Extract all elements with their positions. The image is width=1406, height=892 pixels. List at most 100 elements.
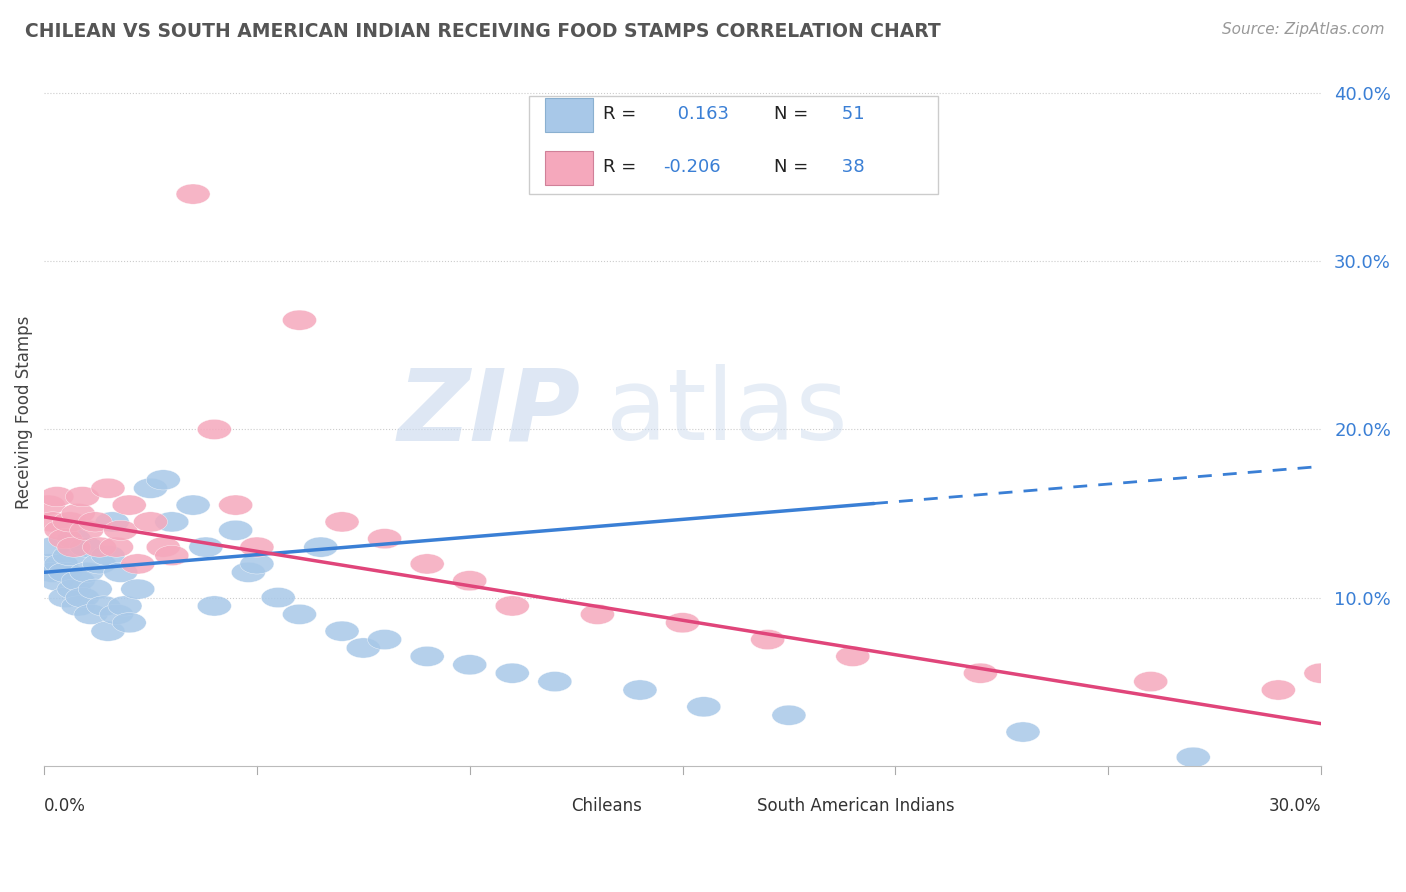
Ellipse shape (96, 512, 129, 532)
Ellipse shape (66, 588, 100, 607)
Ellipse shape (91, 545, 125, 566)
FancyBboxPatch shape (529, 794, 565, 819)
Text: ZIP: ZIP (398, 364, 581, 461)
Ellipse shape (963, 663, 997, 683)
Ellipse shape (48, 529, 83, 549)
Ellipse shape (60, 571, 96, 591)
Ellipse shape (346, 638, 381, 658)
Ellipse shape (100, 604, 134, 624)
Ellipse shape (1261, 680, 1295, 700)
Ellipse shape (112, 495, 146, 516)
Ellipse shape (218, 495, 253, 516)
Ellipse shape (411, 647, 444, 666)
Ellipse shape (48, 588, 83, 607)
Ellipse shape (70, 520, 104, 541)
Ellipse shape (100, 537, 134, 558)
Ellipse shape (56, 579, 91, 599)
Text: -0.206: -0.206 (664, 159, 721, 177)
Ellipse shape (31, 554, 66, 574)
Ellipse shape (91, 621, 125, 641)
Ellipse shape (48, 562, 83, 582)
Ellipse shape (411, 554, 444, 574)
FancyBboxPatch shape (544, 151, 593, 185)
Ellipse shape (104, 562, 138, 582)
Ellipse shape (232, 562, 266, 582)
Ellipse shape (367, 630, 402, 649)
Ellipse shape (35, 512, 70, 532)
Ellipse shape (52, 545, 87, 566)
Ellipse shape (188, 537, 224, 558)
Ellipse shape (134, 478, 167, 499)
Ellipse shape (835, 647, 870, 666)
Ellipse shape (218, 520, 253, 541)
Text: R =: R = (603, 159, 637, 177)
Ellipse shape (495, 663, 529, 683)
Ellipse shape (70, 562, 104, 582)
Ellipse shape (44, 520, 79, 541)
Ellipse shape (325, 512, 359, 532)
Text: R =: R = (603, 105, 637, 123)
Ellipse shape (665, 613, 700, 632)
Ellipse shape (623, 680, 657, 700)
Ellipse shape (367, 529, 402, 549)
Text: South American Indians: South American Indians (756, 797, 955, 815)
Ellipse shape (52, 512, 87, 532)
Ellipse shape (70, 537, 104, 558)
Text: 51: 51 (835, 105, 865, 123)
Ellipse shape (66, 487, 100, 507)
Text: 30.0%: 30.0% (1268, 797, 1320, 815)
Ellipse shape (56, 529, 91, 549)
Ellipse shape (155, 545, 188, 566)
Ellipse shape (134, 512, 167, 532)
Ellipse shape (87, 596, 121, 616)
Text: CHILEAN VS SOUTH AMERICAN INDIAN RECEIVING FOOD STAMPS CORRELATION CHART: CHILEAN VS SOUTH AMERICAN INDIAN RECEIVI… (25, 22, 941, 41)
Ellipse shape (35, 537, 70, 558)
Text: 38: 38 (835, 159, 865, 177)
Ellipse shape (83, 554, 117, 574)
Text: Chileans: Chileans (571, 797, 643, 815)
Ellipse shape (1133, 672, 1168, 691)
Ellipse shape (31, 495, 66, 516)
Ellipse shape (304, 537, 337, 558)
Ellipse shape (60, 503, 96, 524)
Ellipse shape (44, 554, 79, 574)
Ellipse shape (121, 554, 155, 574)
Text: 0.0%: 0.0% (44, 797, 86, 815)
Ellipse shape (108, 596, 142, 616)
Y-axis label: Receiving Food Stamps: Receiving Food Stamps (15, 316, 32, 509)
Ellipse shape (121, 579, 155, 599)
Ellipse shape (538, 672, 572, 691)
Ellipse shape (772, 706, 806, 725)
Ellipse shape (155, 512, 188, 532)
Ellipse shape (453, 655, 486, 675)
Ellipse shape (56, 537, 91, 558)
Ellipse shape (176, 184, 209, 204)
FancyBboxPatch shape (714, 794, 751, 819)
Ellipse shape (79, 579, 112, 599)
Ellipse shape (1177, 747, 1211, 767)
Ellipse shape (240, 537, 274, 558)
Ellipse shape (79, 512, 112, 532)
Ellipse shape (197, 596, 232, 616)
Text: atlas: atlas (606, 364, 848, 461)
Ellipse shape (75, 604, 108, 624)
Ellipse shape (83, 537, 117, 558)
Ellipse shape (262, 588, 295, 607)
Ellipse shape (1303, 663, 1339, 683)
Ellipse shape (104, 520, 138, 541)
Ellipse shape (325, 621, 359, 641)
Ellipse shape (35, 562, 70, 582)
Text: N =: N = (775, 159, 808, 177)
Text: N =: N = (775, 105, 808, 123)
Ellipse shape (1005, 722, 1040, 742)
Ellipse shape (91, 478, 125, 499)
Ellipse shape (146, 470, 180, 490)
Ellipse shape (686, 697, 721, 717)
Ellipse shape (39, 571, 75, 591)
FancyBboxPatch shape (544, 98, 593, 132)
Ellipse shape (495, 596, 529, 616)
Ellipse shape (453, 571, 486, 591)
Text: 0.163: 0.163 (672, 105, 730, 123)
Ellipse shape (283, 310, 316, 330)
Ellipse shape (197, 419, 232, 440)
